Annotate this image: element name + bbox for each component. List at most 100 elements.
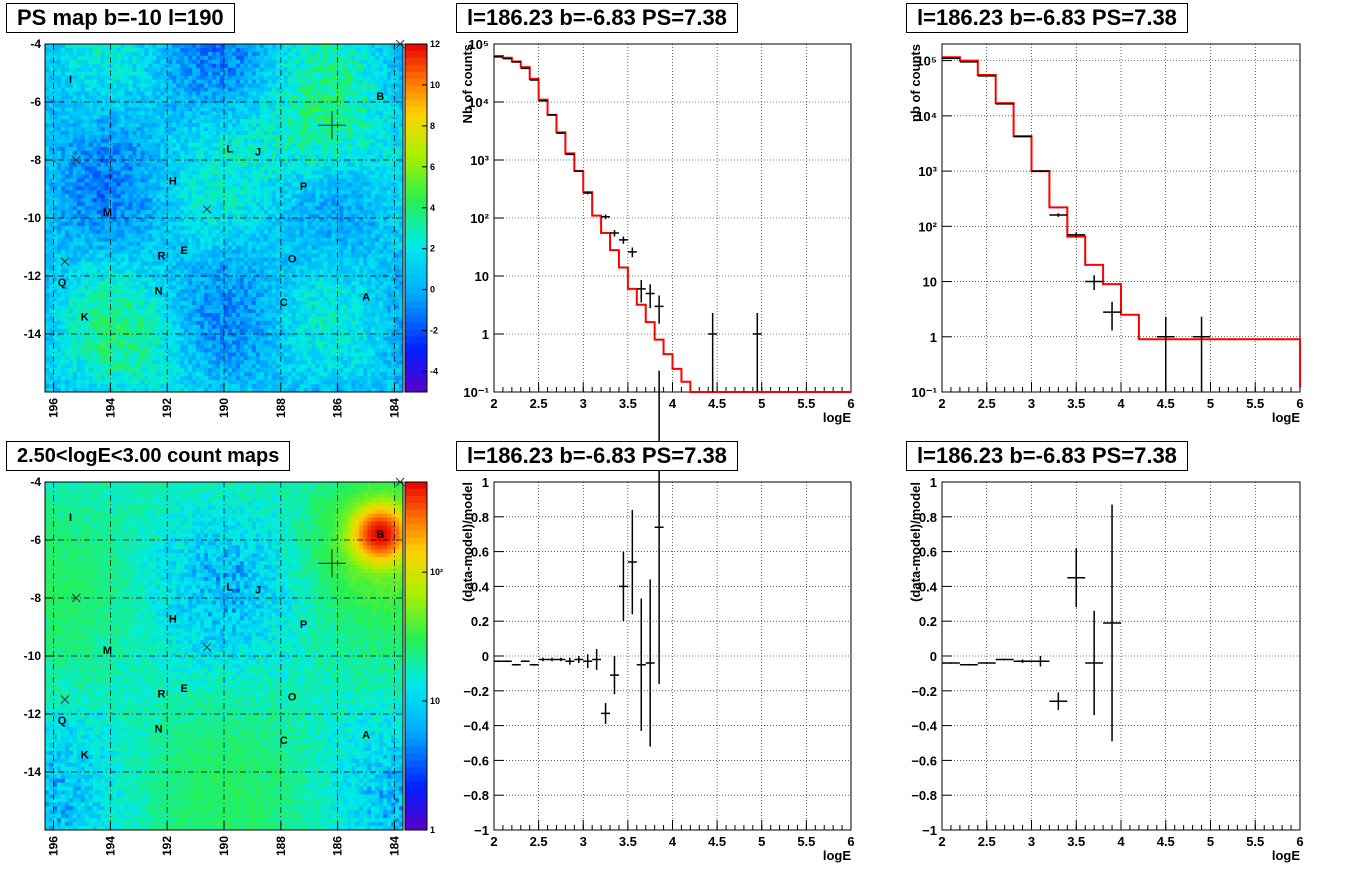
map-cell xyxy=(168,372,173,377)
map-cell xyxy=(192,269,197,274)
map-cell xyxy=(172,87,177,92)
map-cell xyxy=(235,75,241,80)
map-cell xyxy=(267,312,273,318)
map-cell xyxy=(112,166,117,171)
map-cell xyxy=(96,198,102,203)
map-cell xyxy=(180,384,185,389)
map-cell xyxy=(184,202,189,207)
map-cell xyxy=(84,198,90,203)
map-cell xyxy=(128,269,133,274)
map-cell xyxy=(84,166,90,171)
map-cell xyxy=(132,348,137,353)
map-cell xyxy=(239,332,245,338)
map-cell xyxy=(231,372,237,377)
map-cell xyxy=(224,241,229,247)
map-cell xyxy=(148,376,153,381)
map-cell xyxy=(52,95,58,100)
map-cell xyxy=(104,372,110,377)
map-cell xyxy=(112,281,117,286)
map-cell xyxy=(88,308,94,314)
map-cell xyxy=(196,75,201,80)
map-cell xyxy=(255,206,261,211)
map-cell xyxy=(255,384,261,389)
map-cell xyxy=(160,127,165,132)
map-cell xyxy=(188,305,193,310)
map-cell xyxy=(148,134,153,140)
map-cell xyxy=(164,277,169,282)
map-cell xyxy=(120,328,125,334)
map-cell xyxy=(92,198,98,203)
map-cell xyxy=(176,277,181,282)
map-cell xyxy=(192,166,197,171)
map-cell xyxy=(120,229,125,235)
map-cell xyxy=(84,356,90,361)
map-cell xyxy=(60,214,66,219)
map-cell xyxy=(216,360,221,365)
map-cell xyxy=(227,44,233,49)
map-cell xyxy=(212,384,217,389)
map-cell xyxy=(220,364,225,369)
map-cell xyxy=(92,99,98,104)
map-cell xyxy=(196,83,201,88)
map-cell xyxy=(164,237,169,243)
map-cell xyxy=(243,237,249,243)
map-cell xyxy=(208,134,213,140)
map-cell xyxy=(128,99,133,104)
map-cell xyxy=(132,142,137,148)
map-cell xyxy=(220,253,225,258)
map-cell xyxy=(84,202,90,207)
map-cell xyxy=(136,364,141,369)
map-cell xyxy=(108,233,114,239)
map-cell xyxy=(148,340,153,345)
map-cell xyxy=(104,83,110,88)
map-cell xyxy=(116,83,121,88)
map-cell xyxy=(68,352,74,357)
map-cell xyxy=(231,170,237,175)
map-cell xyxy=(259,206,265,211)
map-cell xyxy=(255,75,261,80)
map-cell xyxy=(45,107,50,112)
map-cell xyxy=(188,162,193,167)
map-cell xyxy=(196,308,201,314)
map-cell xyxy=(208,328,213,334)
map-cell xyxy=(208,107,213,112)
map-cell xyxy=(208,174,213,179)
map-cell xyxy=(267,261,273,266)
map-cell xyxy=(216,376,221,381)
map-cell xyxy=(140,202,145,207)
map-cell xyxy=(172,47,177,53)
map-cell xyxy=(144,249,149,254)
map-cell xyxy=(60,229,66,235)
map-cell xyxy=(184,245,189,251)
map-cell xyxy=(168,273,173,278)
map-cell xyxy=(116,344,121,349)
map-cell xyxy=(76,233,82,239)
map-cell xyxy=(140,324,145,330)
map-cell xyxy=(108,348,114,353)
map-cell xyxy=(231,138,237,144)
map-cell xyxy=(220,265,225,270)
map-cell xyxy=(204,241,209,247)
map-cell xyxy=(68,285,74,290)
map-cell xyxy=(144,111,149,116)
map-cell xyxy=(267,269,273,274)
map-cell xyxy=(140,67,145,73)
map-cell xyxy=(132,245,137,251)
map-cell xyxy=(216,253,221,258)
map-cell xyxy=(64,237,70,243)
map-cell xyxy=(64,336,70,341)
map-cell xyxy=(72,301,78,306)
map-cell xyxy=(180,111,185,116)
map-cell xyxy=(60,210,66,215)
map-cell xyxy=(180,356,185,361)
map-cell xyxy=(144,320,149,326)
map-cell xyxy=(192,368,197,373)
map-cell xyxy=(247,214,253,219)
map-cell xyxy=(184,134,189,140)
map-cell xyxy=(212,119,217,124)
map-cell xyxy=(48,162,54,167)
map-cell xyxy=(164,384,169,389)
map-cell xyxy=(84,67,90,73)
map-cell xyxy=(192,253,197,258)
map-cell xyxy=(108,261,114,266)
